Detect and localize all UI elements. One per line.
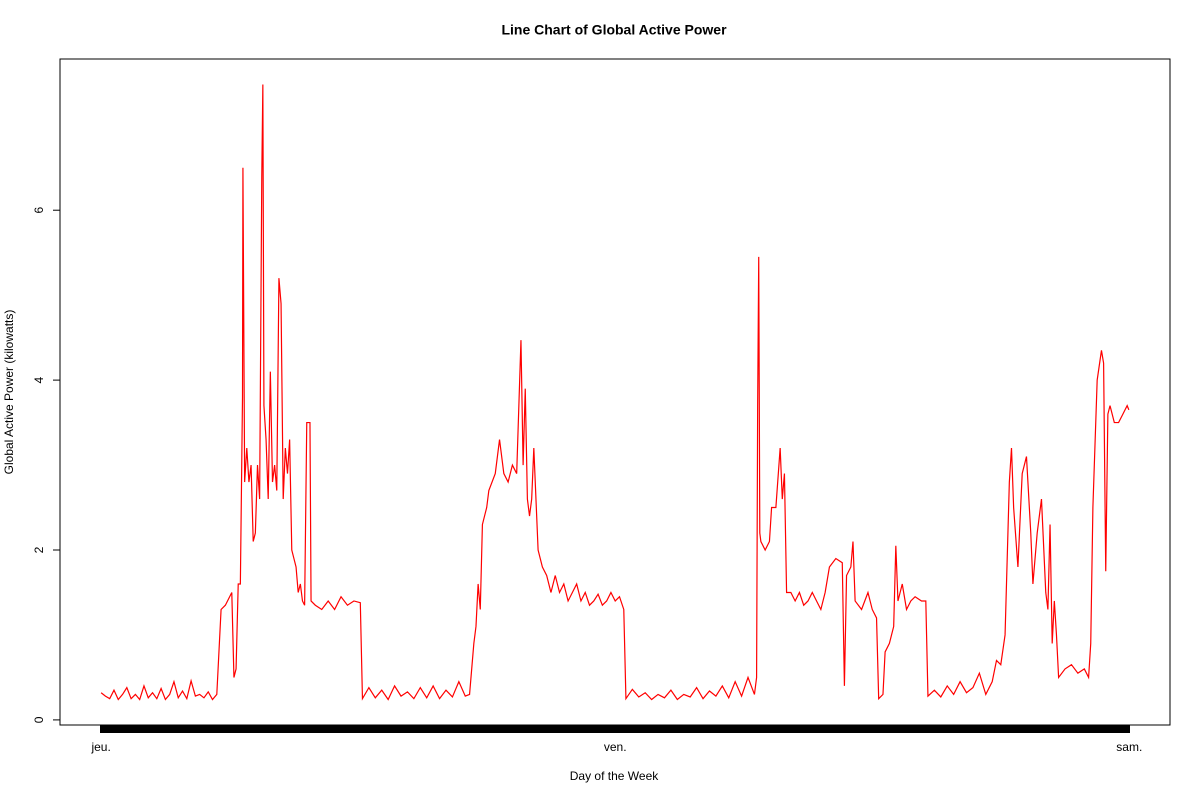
y-tick-label: 6 <box>32 207 46 214</box>
x-tick-label: jeu. <box>90 740 110 754</box>
y-axis-label: Global Active Power (kilowatts) <box>2 310 16 475</box>
y-tick-label: 0 <box>32 716 46 723</box>
y-tick-label: 4 <box>32 376 46 383</box>
y-tick-label: 2 <box>32 546 46 553</box>
x-tick-label: sam. <box>1116 740 1142 754</box>
x-tick-label: ven. <box>604 740 627 754</box>
x-axis-label: Day of the Week <box>570 769 659 783</box>
chart-title: Line Chart of Global Active Power <box>501 22 727 38</box>
data-line <box>100 84 1130 701</box>
